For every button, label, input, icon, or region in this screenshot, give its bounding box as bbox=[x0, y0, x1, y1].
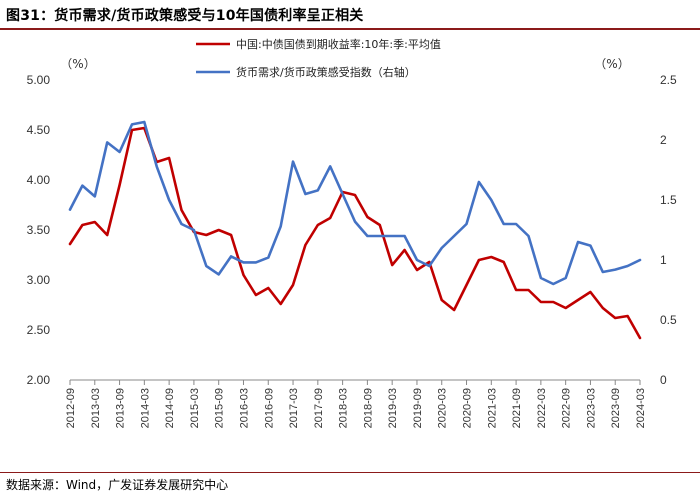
x-tick-label: 2023-09 bbox=[610, 388, 622, 428]
right-tick-label: 2.5 bbox=[660, 73, 677, 87]
chart-axes: 2.00 2.50 3.00 3.50 4.00 4.50 5.00 0 0.5 1 1.5 2 2.5… bbox=[27, 57, 677, 428]
x-tick-label: 2019-03 bbox=[387, 388, 399, 428]
x-tick-label: 2013-03 bbox=[90, 388, 102, 428]
title-rule bbox=[0, 28, 700, 30]
chart-lines bbox=[68, 120, 642, 340]
legend-label-2: 货币需求/货币政策感受指数（右轴） bbox=[236, 65, 416, 79]
x-tick-label: 2012-09 bbox=[65, 388, 77, 428]
left-tick-label: 4.50 bbox=[27, 123, 51, 137]
x-tick-label: 2018-03 bbox=[338, 388, 350, 428]
x-tick-label: 2013-09 bbox=[115, 388, 127, 428]
left-axis-unit: （%） bbox=[60, 57, 95, 71]
series-line-1 bbox=[68, 126, 642, 340]
figure-title: 图31：货币需求/货币政策感受与10年国债利率呈正相关 bbox=[6, 8, 364, 24]
x-tick-label: 2018-09 bbox=[362, 388, 374, 428]
left-tick-label: 2.00 bbox=[27, 373, 51, 387]
left-tick-label: 3.00 bbox=[27, 273, 51, 287]
right-tick-label: 2 bbox=[660, 133, 667, 147]
x-tick-label: 2017-03 bbox=[288, 388, 300, 428]
x-tick-label: 2014-03 bbox=[139, 388, 151, 428]
right-tick-label: 0 bbox=[660, 373, 667, 387]
line-chart: 2.00 2.50 3.00 3.50 4.00 4.50 5.00 0 0.5 1 1.5 2 2.5… bbox=[27, 37, 677, 428]
legend-label-1: 中国:中债国债到期收益率:10年:季:平均值 bbox=[236, 37, 441, 51]
x-tick-label: 2015-09 bbox=[214, 388, 226, 428]
x-tick-label: 2023-03 bbox=[585, 388, 597, 428]
x-tick-label: 2016-03 bbox=[238, 388, 250, 428]
source-rule bbox=[0, 472, 700, 473]
x-tick-label: 2016-09 bbox=[263, 388, 275, 428]
right-tick-label: 1 bbox=[660, 253, 667, 267]
source-note: 数据来源：Wind，广发证券发展研究中心 bbox=[6, 478, 229, 492]
x-tick-label: 2022-09 bbox=[561, 388, 573, 428]
right-tick-label: 1.5 bbox=[660, 193, 677, 207]
left-tick-label: 4.00 bbox=[27, 173, 51, 187]
left-tick-label: 2.50 bbox=[27, 323, 51, 337]
x-tick-label: 2017-09 bbox=[313, 388, 325, 428]
x-tick-label: 2022-03 bbox=[536, 388, 548, 428]
x-tick-label: 2015-03 bbox=[189, 388, 201, 428]
left-tick-label: 3.50 bbox=[27, 223, 51, 237]
x-tick-label: 2019-09 bbox=[412, 388, 424, 428]
left-tick-label: 5.00 bbox=[27, 73, 51, 87]
right-tick-label: 0.5 bbox=[660, 313, 677, 327]
x-tick-label: 2020-09 bbox=[462, 388, 474, 428]
x-tick-label: 2014-09 bbox=[164, 388, 176, 428]
x-tick-label: 2021-03 bbox=[486, 388, 498, 428]
x-tick-label: 2020-03 bbox=[437, 388, 449, 428]
x-tick-label: 2021-09 bbox=[511, 388, 523, 428]
x-tick-label: 2024-03 bbox=[635, 388, 647, 428]
right-axis-unit: （%） bbox=[594, 57, 629, 71]
series-line-2 bbox=[68, 120, 642, 286]
